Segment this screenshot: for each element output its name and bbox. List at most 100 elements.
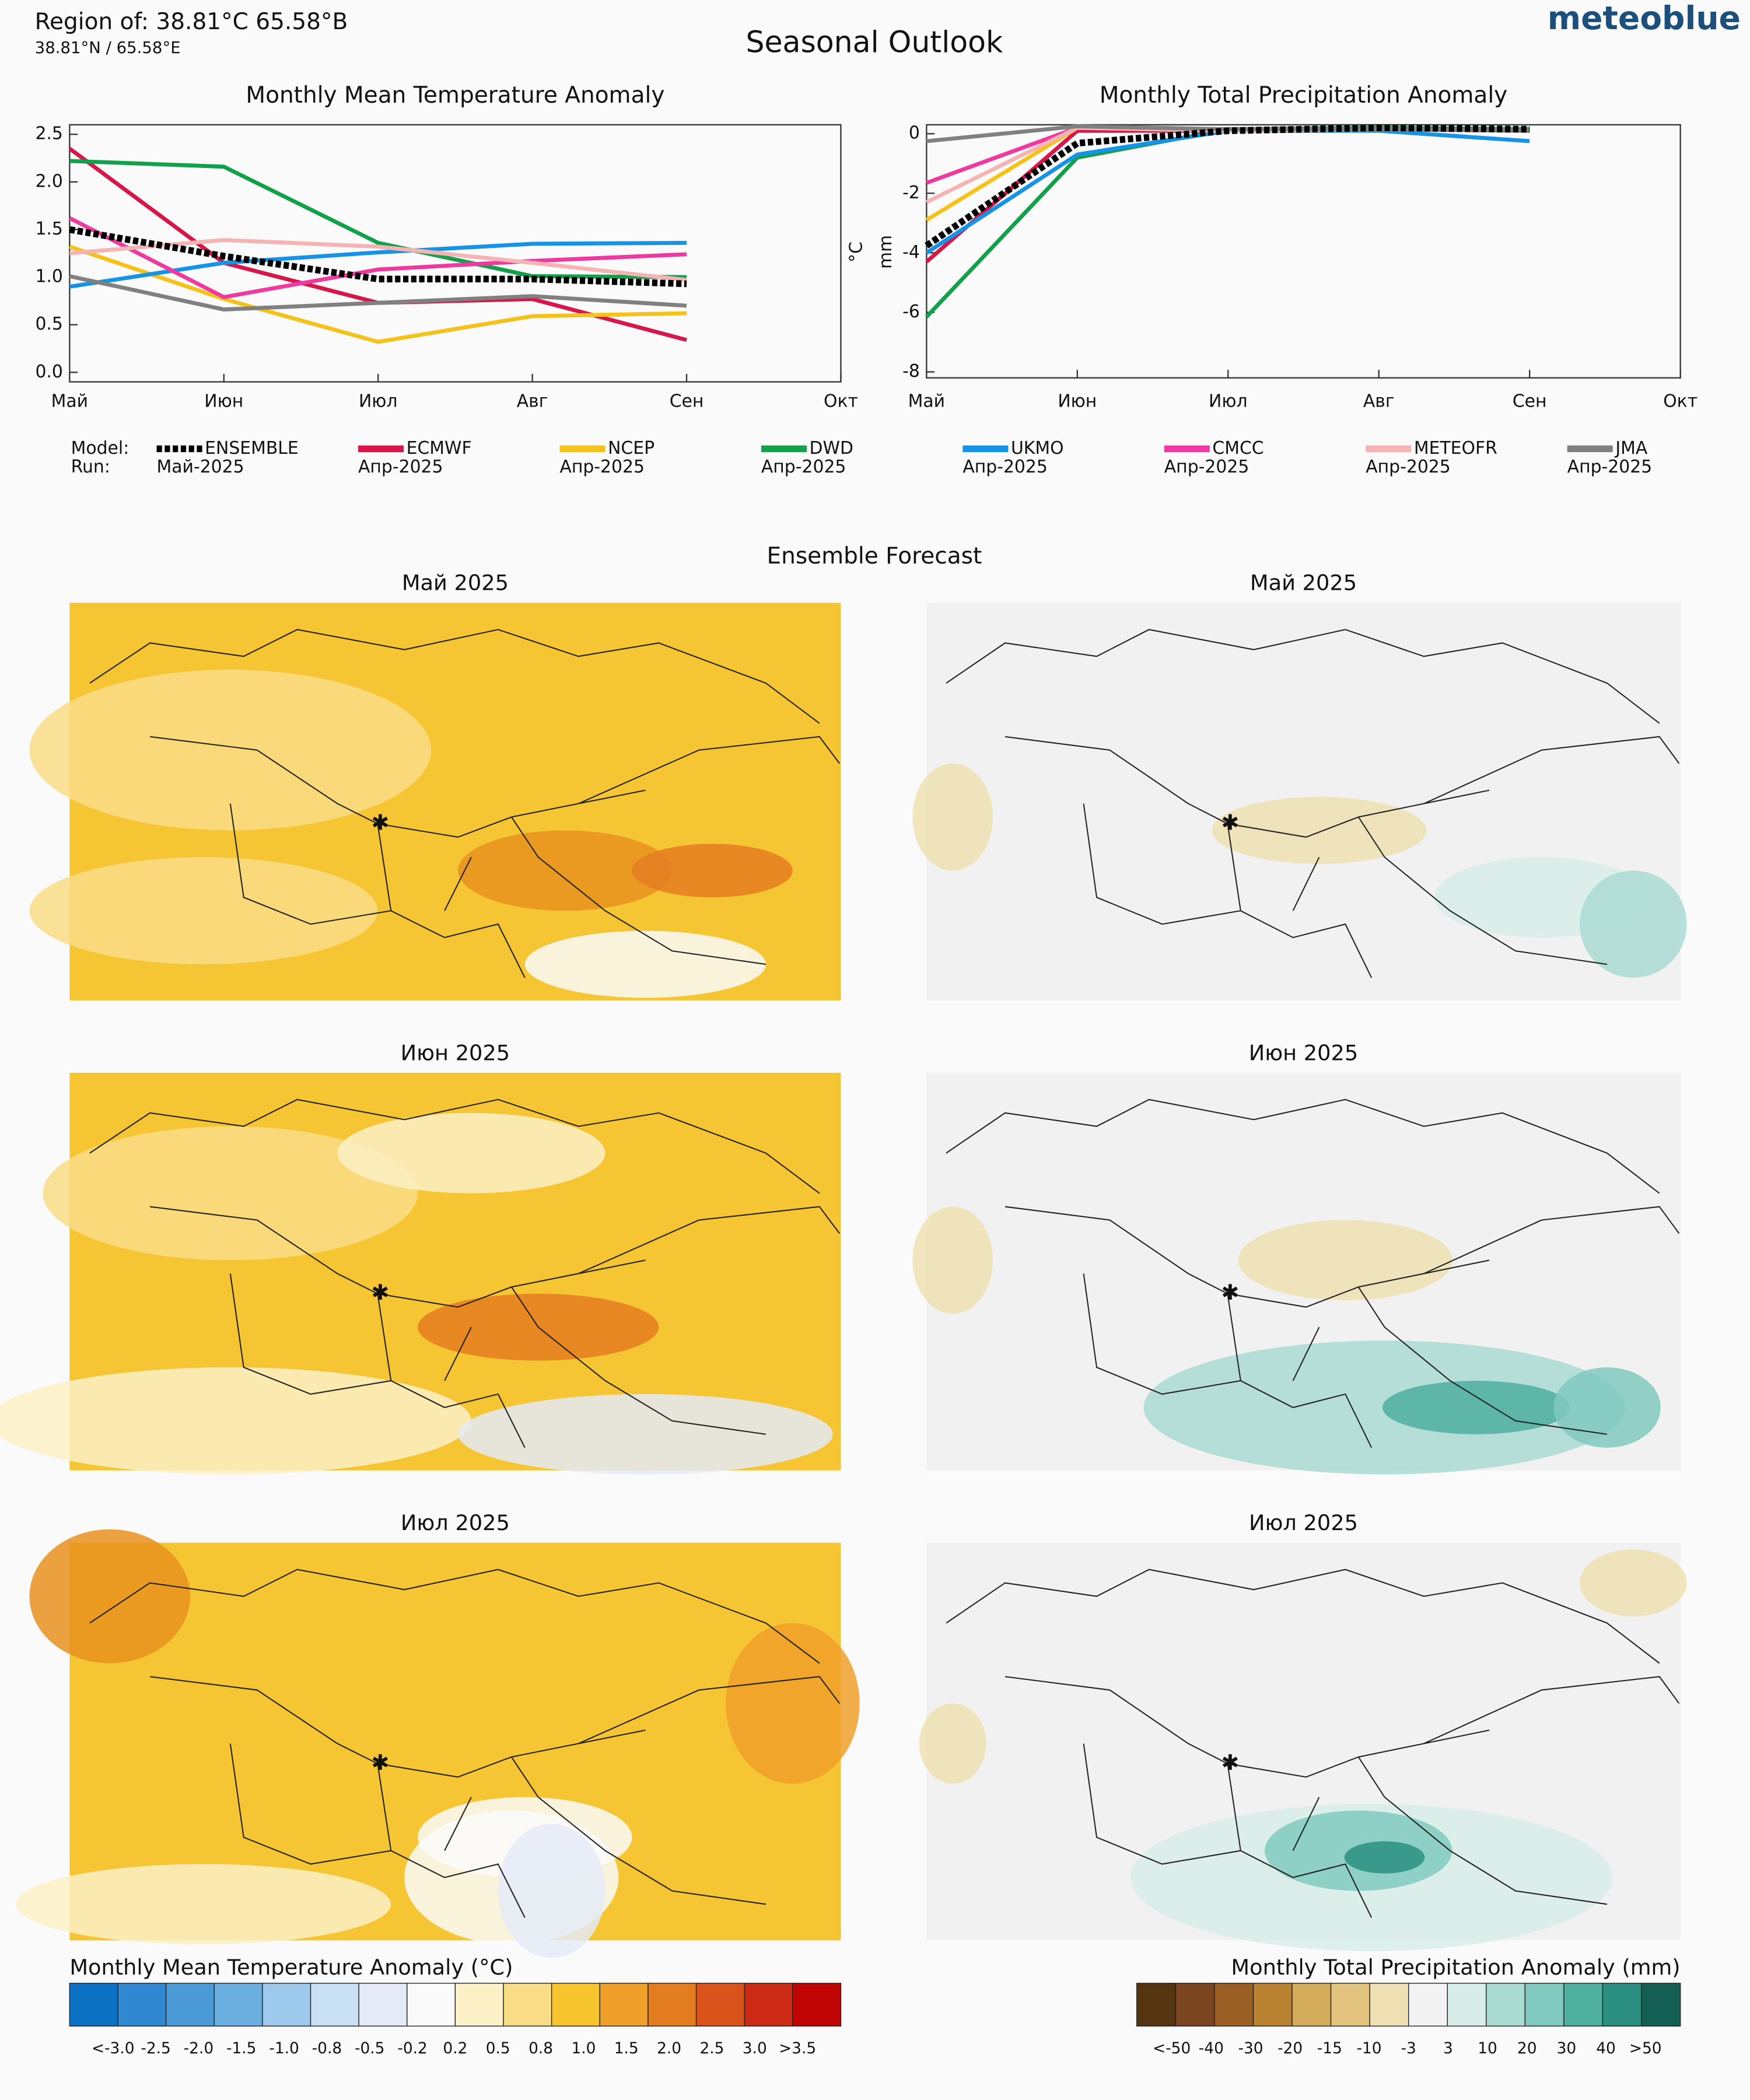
map-borders: [89, 629, 841, 978]
colorbar-box: [695, 1983, 745, 2027]
coords: 38.81°N / 65.58°E: [35, 38, 181, 57]
y-tick-label: 2.0: [35, 171, 62, 191]
map-borders: [89, 1569, 841, 1918]
colorbar-label: 3.0: [743, 2040, 767, 2057]
map-region: [458, 830, 673, 911]
x-tick-label: Сен: [670, 391, 704, 412]
colorbar-label: -0.2: [397, 2040, 427, 2057]
colorbar-label: 20: [1517, 2040, 1537, 2057]
ensemble-title: Ensemble Forecast: [766, 543, 982, 569]
colorbar-box: [1563, 1983, 1604, 2027]
colorbar-box: [358, 1983, 408, 2027]
colorbar-box: [262, 1983, 312, 2027]
x-tick-label: Май: [908, 391, 945, 412]
map-region: [29, 670, 432, 831]
x-tick-label: Июл: [359, 391, 398, 412]
map-region: [912, 1206, 993, 1314]
map-borders: [946, 629, 1680, 978]
map-title: Июл 2025: [1249, 1510, 1358, 1535]
legend-run: Апр-2025: [963, 457, 1048, 477]
colorbar-box: [503, 1983, 552, 2027]
legend-name: CMCC: [1212, 438, 1264, 459]
colorbar-label: 30: [1557, 2040, 1577, 2057]
page-title: Seasonal Outlook: [746, 25, 1003, 60]
map-region: [1344, 1841, 1425, 1874]
colorbar-label: -3: [1401, 2040, 1416, 2057]
colorbar-label: 3: [1443, 2040, 1453, 2057]
colorbar-label: 2.0: [657, 2040, 681, 2057]
y-axis-label: mm: [876, 235, 896, 269]
x-tick-label: Июн: [1058, 391, 1097, 412]
legend-name: JMA: [1614, 438, 1648, 459]
x-tick-label: Окт: [824, 391, 858, 412]
colorbar-box: [407, 1983, 456, 2027]
colorbar-label: -0.8: [312, 2040, 342, 2057]
x-tick-label: Авг: [517, 391, 548, 412]
colorbar-box: [1602, 1983, 1642, 2027]
colorbar-label: 0.8: [528, 2040, 553, 2057]
chart-title: Monthly Total Precipitation Anomaly: [1100, 82, 1508, 108]
site-marker: ✱: [371, 1750, 389, 1775]
map-region: [498, 1824, 606, 1958]
region: Region of: 38.81°C 65.58°B: [35, 9, 348, 35]
map-title: Июл 2025: [401, 1510, 510, 1535]
x-tick-label: Окт: [1663, 391, 1698, 412]
map-region: [1553, 1367, 1661, 1448]
map-borders: [946, 1098, 1680, 1448]
x-tick-label: Июн: [204, 391, 243, 412]
colorbar-label: 40: [1596, 2040, 1616, 2057]
legend-run: Run:: [71, 457, 110, 477]
colorbar-box: [1408, 1983, 1448, 2027]
map-borders: [89, 1098, 841, 1448]
y-axis-label: °C: [846, 242, 867, 262]
map-region: [1382, 1380, 1570, 1434]
map-region: [43, 1126, 418, 1261]
legend-name: NCEP: [608, 438, 654, 459]
y-tick-label: 1.0: [35, 267, 62, 287]
legend-name: ECMWF: [407, 438, 472, 459]
colorbar-label: -2.5: [141, 2040, 170, 2057]
colorbar-box: [1486, 1983, 1526, 2027]
legend-name: UKMO: [1011, 438, 1064, 459]
site-marker: ✱: [1221, 810, 1239, 835]
colorbar-box: [69, 1983, 118, 2027]
legend-run: Апр-2025: [1164, 457, 1250, 477]
y-tick-label: 0.0: [35, 362, 62, 382]
colorbar-title: Monthly Mean Temperature Anomaly (°C): [69, 1955, 513, 1980]
x-tick-label: Май: [51, 391, 88, 412]
colorbar-label: -15: [1317, 2040, 1342, 2057]
colorbar-label: -1.5: [226, 2040, 256, 2057]
series-line: [68, 216, 687, 299]
legend-name: METEOFR: [1414, 438, 1497, 459]
site-marker: ✱: [1221, 1280, 1239, 1305]
legend-run: Апр-2025: [761, 457, 846, 477]
map-region: [337, 1112, 606, 1194]
legend-run: Май-2025: [157, 457, 244, 477]
colorbar-box: [792, 1983, 842, 2027]
colorbar-box: [1330, 1983, 1370, 2027]
colorbar-label: -20: [1278, 2040, 1303, 2057]
colorbar-title: Monthly Total Precipitation Anomaly (mm): [1231, 1955, 1680, 1980]
map-region: [0, 1367, 471, 1475]
colorbar-label: <-50: [1153, 2040, 1191, 2057]
colorbar-label: <-3.0: [92, 2040, 135, 2057]
colorbar-label: -30: [1238, 2040, 1263, 2057]
map-region: [524, 930, 766, 998]
map-title: Июн 2025: [401, 1040, 510, 1065]
map-title: Июн 2025: [1249, 1040, 1359, 1065]
series-line: [69, 159, 687, 279]
colorbar-box: [648, 1983, 697, 2027]
colorbar-box: [310, 1983, 359, 2027]
x-tick-label: Авг: [1363, 391, 1395, 412]
y-tick-label: 1.5: [35, 219, 62, 239]
colorbar-box: [1175, 1983, 1215, 2027]
y-tick-label: -4: [902, 242, 920, 262]
colorbar-box: [1136, 1983, 1176, 2027]
colorbar-box: [1252, 1983, 1293, 2027]
map-region: [1580, 1549, 1687, 1616]
series-line: [69, 244, 687, 344]
colorbar-box: [551, 1983, 600, 2027]
colorbar-box: [599, 1983, 649, 2027]
colorbar-box: [117, 1983, 167, 2027]
